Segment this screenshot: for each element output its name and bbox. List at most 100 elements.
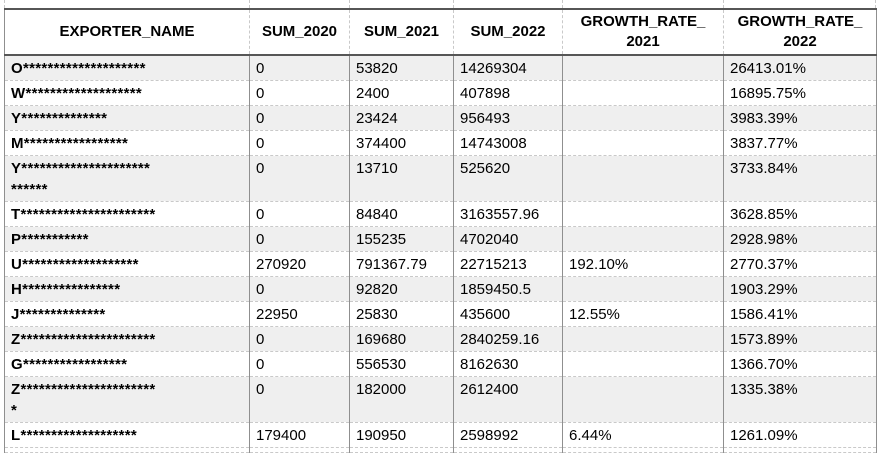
cell-exporter[interactable]: T********************** [4,201,250,227]
cell-sum2021[interactable]: 25830 [349,301,454,327]
cell-gr2022[interactable]: 3983.39% [723,105,877,131]
cell-gr2022[interactable]: 16895.75% [723,80,877,106]
cell-gr2021[interactable] [562,201,724,227]
cell-sum2022[interactable]: 8162630 [453,351,563,377]
cell-gr2021[interactable] [562,276,724,302]
table-row: M***************** 0 374400 14743008 3837.77… [4,130,877,156]
cell-sum2020[interactable]: 0 [249,326,350,352]
cell-sum2022[interactable]: 14743008 [453,130,563,156]
cell-gr2021[interactable] [562,155,724,202]
column-gridline [562,0,563,8]
cell-sum2020[interactable]: 0 [249,226,350,252]
cell-sum2021[interactable]: 182000 [349,376,454,423]
table-row: U******************* 270920 791367.79 22715… [4,251,877,277]
cell-sum2021[interactable]: 374400 [349,130,454,156]
cell-sum2020[interactable]: 0 [249,55,350,81]
cell-sum2022[interactable]: 407898 [453,80,563,106]
cell-sum2022[interactable]: 525620 [453,155,563,202]
cell-gr2022[interactable]: 1903.29% [723,276,877,302]
cell-gr2021[interactable] [562,105,724,131]
table-row: J************** 22950 25830 435600 12.55% 158… [4,301,877,327]
cell-gr2021[interactable] [562,55,724,81]
cell-exporter[interactable]: H**************** [4,276,250,302]
cell-sum2020[interactable]: 0 [249,351,350,377]
cell-sum2022[interactable]: 435600 [453,301,563,327]
cell-gr2022[interactable]: 3628.85% [723,201,877,227]
cell-gr2022[interactable]: 2770.37% [723,251,877,277]
table-row: T********************** 0 84840 3163557.96 3… [4,201,877,227]
cell-gr2021[interactable] [562,326,724,352]
column-header-label-line2: 2022 [783,33,817,50]
cell-sum2022[interactable]: 2612400 [453,376,563,423]
cell-gr2022[interactable]: 26413.01% [723,55,877,81]
cell-exporter[interactable]: Y********************* ****** [4,155,250,202]
cell-sum2022[interactable]: 22715213 [453,251,563,277]
table-row: Y********************* ****** 0 13710 52562… [4,155,877,202]
cell-gr2021[interactable]: 6.44% [562,422,724,448]
cell-sum2022[interactable]: 2840259.16 [453,326,563,352]
cell-sum2021[interactable]: 92820 [349,276,454,302]
cell-sum2022[interactable]: 14269304 [453,55,563,81]
table-row: Y************** 0 23424 956493 3983.39% [4,105,877,131]
cell-gr2022[interactable]: 2928.98% [723,226,877,252]
cell-sum2022[interactable]: 4702040 [453,226,563,252]
cell-gr2022[interactable]: 3837.77% [723,130,877,156]
cell-gr2022[interactable]: 1573.89% [723,326,877,352]
cell-gr2022[interactable]: 3733.84% [723,155,877,202]
cell-exporter[interactable]: U******************* [4,251,250,277]
cell-exporter[interactable]: W******************* [4,80,250,106]
cell-sum2020[interactable]: 22950 [249,301,350,327]
table-row: W******************* 0 2400 407898 16895.75% [4,80,877,106]
cell-gr2022[interactable]: 1261.09% [723,422,877,448]
cell-sum2020[interactable]: 270920 [249,251,350,277]
cell-sum2021[interactable]: 155235 [349,226,454,252]
cell-gr2021[interactable] [562,226,724,252]
cell-sum2022[interactable]: 3163557.96 [453,201,563,227]
cell-sum2021[interactable]: 169680 [349,326,454,352]
cell-exporter[interactable]: O******************** [4,55,250,81]
cell-sum2021[interactable]: 23424 [349,105,454,131]
column-header-sum-2020: SUM_2020 [249,8,350,56]
cell-sum2022[interactable]: 2598992 [453,422,563,448]
cell-sum2021[interactable]: 84840 [349,201,454,227]
cell-sum2021[interactable]: 556530 [349,351,454,377]
cell-sum2022[interactable]: 1859450.5 [453,276,563,302]
cell-exporter[interactable]: Z********************** [4,326,250,352]
cell-exporter[interactable]: P*********** [4,226,250,252]
cell-exporter[interactable]: J************** [4,301,250,327]
cell-exporter[interactable]: Y************** [4,105,250,131]
cell-gr2021[interactable] [562,351,724,377]
cell-sum2020[interactable]: 0 [249,155,350,202]
cell-sum2020[interactable]: 0 [249,276,350,302]
partial-cell [562,447,724,453]
cell-gr2021[interactable] [562,80,724,106]
cell-gr2021[interactable]: 192.10% [562,251,724,277]
cell-sum2020[interactable]: 0 [249,130,350,156]
cell-gr2022[interactable]: 1366.70% [723,351,877,377]
cell-gr2021[interactable] [562,376,724,423]
cell-gr2022[interactable]: 1586.41% [723,301,877,327]
cell-sum2020[interactable]: 179400 [249,422,350,448]
cell-sum2020[interactable]: 0 [249,376,350,423]
cell-sum2021[interactable]: 53820 [349,55,454,81]
table-row: G***************** 0 556530 8162630 1366.70% [4,351,877,377]
cell-sum2021[interactable]: 791367.79 [349,251,454,277]
cell-sum2020[interactable]: 0 [249,201,350,227]
cell-sum2021[interactable]: 190950 [349,422,454,448]
cell-sum2021[interactable]: 13710 [349,155,454,202]
table-header: EXPORTER_NAME SUM_2020 SUM_2021 SUM_2022… [4,8,877,56]
cell-sum2020[interactable]: 0 [249,105,350,131]
column-gridline [4,0,5,8]
cell-exporter[interactable]: M***************** [4,130,250,156]
cell-gr2022[interactable]: 1335.38% [723,376,877,423]
cell-exporter[interactable]: G***************** [4,351,250,377]
cell-sum2020[interactable]: 0 [249,80,350,106]
cell-gr2021[interactable] [562,130,724,156]
cell-gr2021[interactable]: 12.55% [562,301,724,327]
cell-sum2021[interactable]: 2400 [349,80,454,106]
cell-exporter[interactable]: Z********************** * [4,376,250,423]
cell-exporter[interactable]: L******************* [4,422,250,448]
column-header-label: EXPORTER_NAME [59,23,195,40]
cell-sum2022[interactable]: 956493 [453,105,563,131]
